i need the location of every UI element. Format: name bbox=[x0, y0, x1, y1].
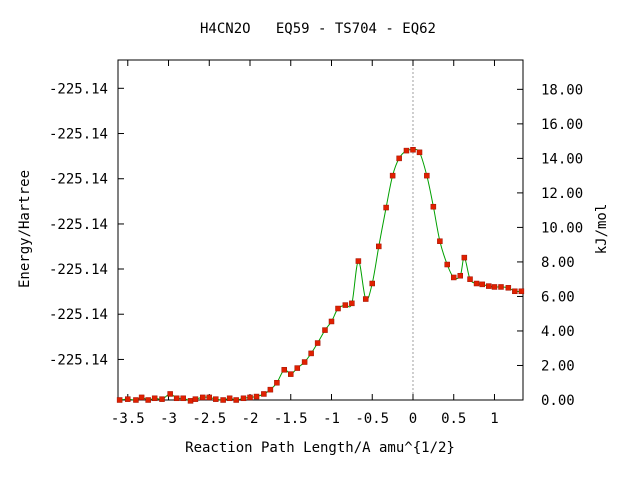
plot-frame bbox=[117, 59, 524, 401]
x-tick-label: -3.5 bbox=[111, 411, 145, 427]
x-axis-label: Reaction Path Length/A amu^{1/2} bbox=[185, 440, 455, 456]
right-tick-label: 16.00 bbox=[541, 117, 583, 133]
right-axis-label: kJ/mol bbox=[594, 204, 610, 255]
data-point bbox=[430, 203, 437, 210]
data-points bbox=[116, 146, 525, 404]
data-point bbox=[410, 146, 416, 153]
data-point bbox=[247, 394, 253, 401]
left-tick-label: -225.14 bbox=[49, 217, 108, 233]
x-tick-label: 1 bbox=[490, 411, 498, 427]
data-point bbox=[349, 300, 355, 307]
left-tick-label: -225.14 bbox=[49, 262, 108, 278]
data-point bbox=[322, 327, 328, 333]
data-point bbox=[274, 379, 280, 386]
data-point bbox=[342, 302, 349, 308]
data-point bbox=[288, 371, 294, 377]
data-point bbox=[362, 296, 369, 302]
data-point bbox=[267, 386, 274, 393]
x-tick-label: -2 bbox=[242, 411, 259, 427]
data-point bbox=[491, 284, 498, 290]
x-tick-label: -1 bbox=[323, 411, 340, 427]
left-tick-label: -225.14 bbox=[49, 172, 108, 188]
data-point bbox=[180, 395, 186, 402]
data-point bbox=[403, 147, 410, 154]
data-point bbox=[294, 365, 301, 371]
data-point bbox=[444, 261, 450, 268]
data-point bbox=[167, 391, 173, 397]
data-point bbox=[383, 204, 389, 211]
data-point bbox=[498, 284, 504, 290]
data-point bbox=[424, 172, 430, 179]
left-axis-ticks: -225.14 -225.14 -225.14 -225.14 -225.14 -225.… bbox=[49, 81, 124, 368]
data-point bbox=[416, 149, 423, 156]
data-point bbox=[206, 394, 213, 401]
data-point bbox=[226, 395, 233, 402]
right-tick-label: 14.00 bbox=[541, 151, 583, 167]
data-point bbox=[138, 394, 145, 401]
data-point bbox=[125, 396, 131, 402]
data-point bbox=[314, 340, 321, 346]
data-point bbox=[376, 243, 382, 250]
data-point bbox=[261, 391, 267, 397]
x-tick-label: 0.5 bbox=[441, 411, 466, 427]
data-point bbox=[173, 395, 180, 402]
x-tick-label: -0.5 bbox=[355, 411, 389, 427]
data-point bbox=[335, 305, 341, 312]
right-axis-ticks: 0.00 2.00 4.00 6.00 8.00 10.00 12.00 14.00 16.00… bbox=[517, 82, 583, 409]
left-tick-label: -225.14 bbox=[49, 307, 108, 323]
data-point bbox=[473, 280, 480, 287]
left-tick-label: -225.14 bbox=[49, 81, 108, 97]
chart-title: H4CN2O EQ59 - TS704 - EQ62 bbox=[200, 21, 436, 37]
data-point bbox=[151, 395, 158, 402]
data-point bbox=[396, 155, 402, 162]
data-point bbox=[479, 281, 486, 288]
data-point bbox=[328, 318, 335, 325]
right-tick-label: 18.00 bbox=[541, 82, 583, 98]
data-point bbox=[192, 396, 199, 402]
data-point bbox=[220, 397, 226, 403]
data-point bbox=[199, 394, 206, 401]
data-point bbox=[240, 395, 247, 402]
data-point bbox=[213, 396, 219, 402]
data-point bbox=[301, 359, 308, 365]
data-point bbox=[467, 276, 473, 282]
data-point bbox=[233, 397, 239, 403]
data-point bbox=[187, 398, 194, 404]
x-tick-label: -1.5 bbox=[274, 411, 308, 427]
right-tick-label: 2.00 bbox=[541, 358, 575, 374]
right-tick-label: 0.00 bbox=[541, 393, 575, 409]
data-point bbox=[450, 274, 457, 281]
data-point bbox=[437, 238, 443, 244]
x-tick-label: -3 bbox=[160, 411, 177, 427]
left-tick-label: -225.14 bbox=[49, 352, 108, 368]
data-point bbox=[116, 397, 123, 403]
data-point bbox=[133, 397, 139, 403]
data-point bbox=[355, 258, 362, 264]
data-point bbox=[308, 350, 314, 357]
data-point bbox=[486, 283, 492, 289]
right-tick-label: 4.00 bbox=[541, 324, 575, 340]
data-point bbox=[369, 280, 375, 287]
left-tick-label: -225.14 bbox=[49, 127, 108, 143]
data-point bbox=[518, 288, 525, 295]
data-point bbox=[512, 288, 518, 295]
right-tick-label: 12.00 bbox=[541, 186, 583, 202]
left-axis-label: Energy/Hartree bbox=[17, 170, 33, 288]
right-tick-label: 10.00 bbox=[541, 220, 583, 236]
x-tick-label: 0 bbox=[409, 411, 417, 427]
data-point bbox=[505, 285, 512, 291]
data-point bbox=[159, 396, 165, 402]
x-tick-label: -2.5 bbox=[192, 411, 226, 427]
data-point bbox=[145, 397, 151, 403]
data-point bbox=[253, 393, 260, 400]
data-point bbox=[461, 254, 468, 261]
data-point bbox=[389, 172, 396, 179]
data-point bbox=[457, 272, 464, 279]
right-tick-label: 6.00 bbox=[541, 289, 575, 305]
data-point bbox=[281, 367, 287, 373]
right-tick-label: 8.00 bbox=[541, 255, 575, 271]
